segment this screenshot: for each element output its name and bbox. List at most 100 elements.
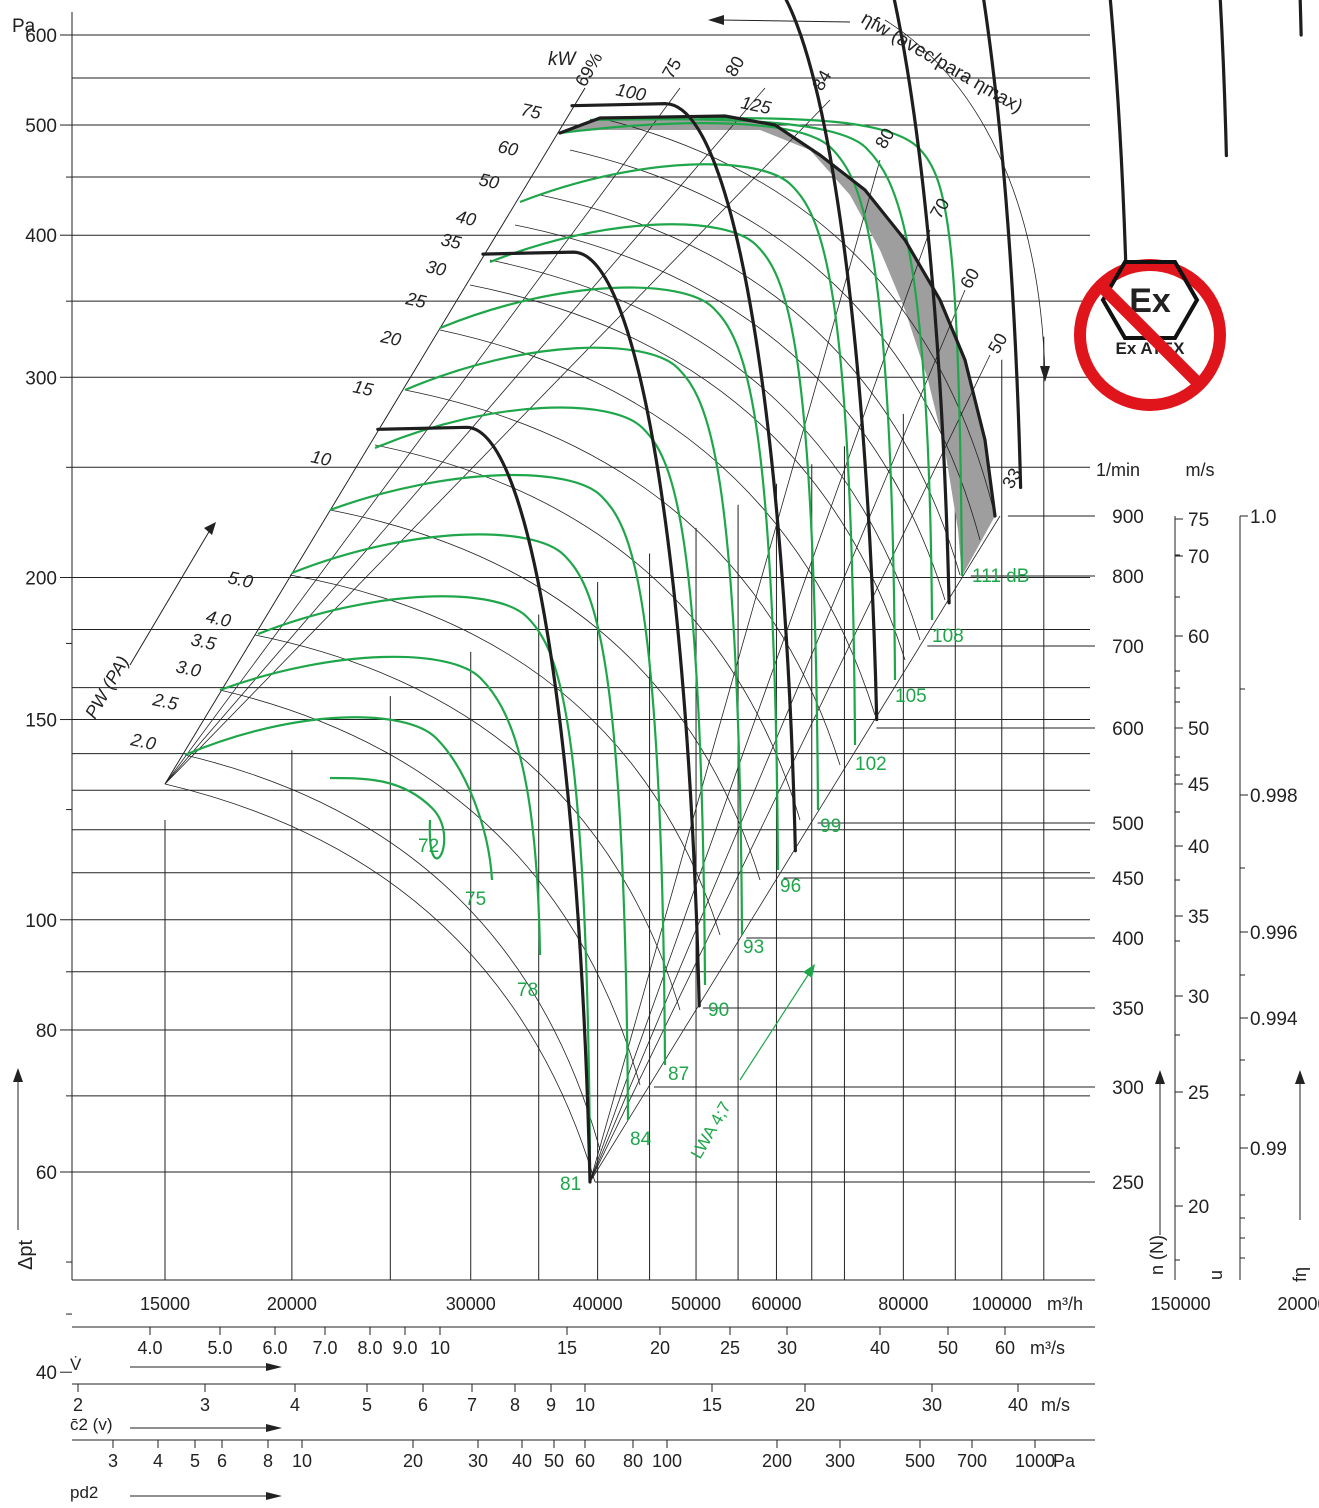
power-value-label: 2.0 xyxy=(128,729,158,754)
power-line xyxy=(289,574,721,936)
x-tick-label: 200000 xyxy=(1277,1294,1319,1314)
power-value-label: 4.0 xyxy=(204,606,233,631)
compress-tick-label: 0.998 xyxy=(1250,786,1298,807)
sound-curve xyxy=(374,406,707,986)
power-line xyxy=(329,509,761,881)
sound-curve xyxy=(329,473,667,1066)
power-value-label: 20 xyxy=(378,326,403,350)
sound-arrow xyxy=(739,971,811,1081)
compress-tick-label: 1.0 xyxy=(1250,507,1276,528)
speed-tick-label: 500 xyxy=(1112,814,1144,835)
secondary-tick-label: 4 xyxy=(153,1451,163,1471)
x-tick-label: 40000 xyxy=(573,1294,623,1314)
secondary-tick-label: 20 xyxy=(795,1395,815,1415)
secondary-tick-label: 6.0 xyxy=(262,1338,287,1358)
speed-curve xyxy=(1298,0,1303,37)
power-value-label: 3.5 xyxy=(189,629,219,654)
velocity-tick-label: 35 xyxy=(1188,907,1209,928)
speed-unit: 1/min xyxy=(1096,460,1140,480)
velocity-tick-label: 30 xyxy=(1188,987,1209,1008)
y-tick-label: 150 xyxy=(25,711,57,732)
sound-curve xyxy=(699,116,964,577)
secondary-tick-label: 3 xyxy=(200,1395,210,1415)
velocity-tick-label: 60 xyxy=(1188,627,1209,648)
secondary-tick-label: 30 xyxy=(777,1338,797,1358)
power-line xyxy=(469,284,906,661)
speed-tick-label: 300 xyxy=(1112,1078,1144,1099)
secondary-arrow-head xyxy=(266,1424,282,1432)
y-tick-label: 60 xyxy=(36,1163,57,1184)
sound-curve xyxy=(329,776,446,860)
secondary-tick-label: 10 xyxy=(292,1451,312,1471)
sound-curve xyxy=(519,163,857,746)
y-tick-label: 40 xyxy=(36,1363,57,1384)
power-value-label: 3.0 xyxy=(174,656,203,681)
secondary-tick-label: 50 xyxy=(938,1338,958,1358)
sound-value-label: 84 xyxy=(630,1129,652,1150)
atex-strike xyxy=(1095,280,1205,390)
power-line xyxy=(184,754,601,1151)
efficiency-top-arrow xyxy=(719,19,851,23)
speed-tick-label: 450 xyxy=(1112,869,1144,890)
secondary-tick-label: 2 xyxy=(73,1395,83,1415)
speed-tick-label: 800 xyxy=(1112,567,1144,588)
secondary-tick-label: 30 xyxy=(468,1451,488,1471)
compress-tick-label: 0.99 xyxy=(1250,1139,1287,1160)
x-tick-label: 100000 xyxy=(972,1294,1032,1314)
efficiency-line xyxy=(164,87,681,785)
power-line xyxy=(599,117,996,517)
secondary-tick-label: 40 xyxy=(512,1451,532,1471)
power-value-label: 60 xyxy=(496,136,520,160)
efficiency-arc xyxy=(884,19,1046,376)
speed-tick-label: 400 xyxy=(1112,929,1144,950)
power-line xyxy=(489,259,921,641)
speed-tick-label: 700 xyxy=(1112,637,1144,658)
power-line xyxy=(219,689,641,1086)
velocity-tick-label: 50 xyxy=(1188,719,1209,740)
secondary-tick-label: 10 xyxy=(575,1395,595,1415)
y-tick-label: 80 xyxy=(36,1021,57,1042)
compress-tick-label: 0.994 xyxy=(1250,1009,1298,1030)
power-line xyxy=(254,634,681,1011)
secondary-unit: m³/s xyxy=(1030,1338,1065,1358)
x-tick-label: 15000 xyxy=(140,1294,190,1314)
velocity-tick-label: 75 xyxy=(1188,510,1209,531)
y-tick-label: 400 xyxy=(25,226,57,247)
speed-label: n (N) xyxy=(1147,1235,1167,1275)
velocity-tick-label: 25 xyxy=(1188,1083,1209,1104)
velocity-unit: m/s xyxy=(1186,460,1215,480)
grid xyxy=(72,34,1095,1280)
x-tick-label: 80000 xyxy=(878,1294,928,1314)
speed-curve xyxy=(784,0,879,722)
secondary-tick-label: 40 xyxy=(1008,1395,1028,1415)
secondary-tick-label: 4 xyxy=(290,1395,300,1415)
y-axis-label: Δpt xyxy=(15,1240,37,1270)
sound-value-label: 72 xyxy=(418,836,439,857)
efficiency-line xyxy=(589,289,966,1183)
left-boundary xyxy=(164,87,586,785)
ex-hexagon xyxy=(1100,260,1200,340)
secondary-tick-label: 20 xyxy=(650,1338,670,1358)
secondary-label: V̇ xyxy=(70,1355,82,1374)
speed-curve xyxy=(376,425,592,1184)
sound-axis-label: LWA 4;7 xyxy=(687,1098,735,1162)
power-value-label: 125 xyxy=(739,92,774,118)
secondary-tick-label: 15 xyxy=(702,1395,722,1415)
power-value-label: 2.5 xyxy=(150,689,181,714)
power-line xyxy=(164,783,596,1183)
power-value-label: 15 xyxy=(351,376,376,400)
sound-curve xyxy=(184,716,494,881)
speed-tick-label: 900 xyxy=(1112,507,1144,528)
shaded-region xyxy=(560,116,995,576)
y-tick-label: 300 xyxy=(25,368,57,389)
x-tick-label: 60000 xyxy=(751,1294,801,1314)
efficiency-top-arrow-head xyxy=(708,15,724,25)
secondary-tick-label: 4.0 xyxy=(137,1338,162,1358)
velocity-tick-label: 70 xyxy=(1188,547,1209,568)
efficiency-value-label: 70 xyxy=(926,195,953,222)
secondary-tick-label: 20 xyxy=(403,1451,423,1471)
efficiency-arc-head xyxy=(1040,366,1050,382)
sound-value-label: 78 xyxy=(517,980,538,1001)
secondary-tick-label: 9 xyxy=(546,1395,556,1415)
